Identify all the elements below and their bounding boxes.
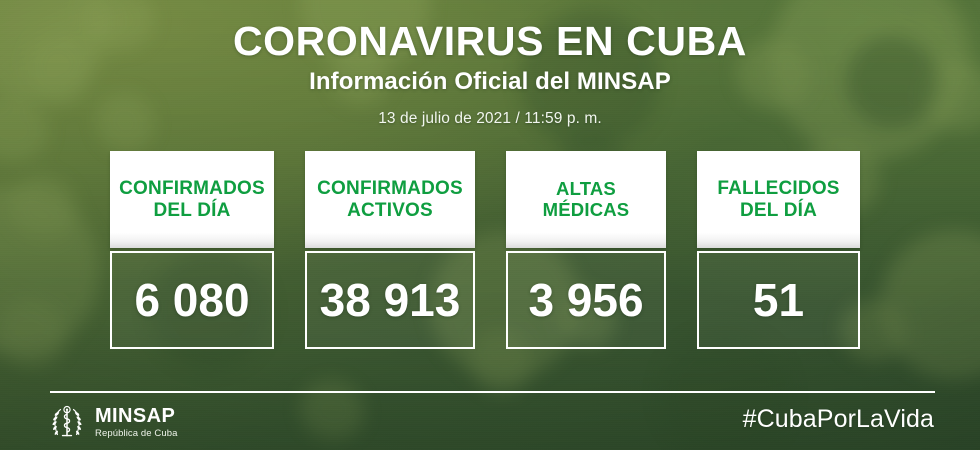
stat-card-header: FALLECIDOS DEL DÍA	[697, 151, 860, 248]
minsap-logo: MINSAP República de Cuba	[47, 402, 178, 442]
stat-card-fallecidos-del-dia: FALLECIDOS DEL DÍA 51	[697, 151, 860, 349]
stat-card-value: 6 080	[134, 274, 250, 326]
stat-card-value: 3 956	[528, 274, 644, 326]
stat-card-confirmados-activos: CONFIRMADOS ACTIVOS 38 913	[305, 151, 475, 349]
caduceus-laurel-wreath-icon	[52, 405, 82, 437]
page-subtitle: Información Oficial del MINSAP	[309, 68, 671, 96]
stat-card-label: CONFIRMADOS DEL DÍA	[119, 178, 265, 221]
minsap-logo-text: MINSAP República de Cuba	[95, 406, 178, 439]
stat-card-label: CONFIRMADOS ACTIVOS	[317, 178, 463, 221]
statistics-cards: CONFIRMADOS DEL DÍA 6 080 CONFIRMADOS AC…	[110, 151, 860, 349]
stat-card-confirmados-del-dia: CONFIRMADOS DEL DÍA 6 080	[110, 151, 274, 349]
stat-card-header: CONFIRMADOS DEL DÍA	[110, 151, 274, 248]
stat-card-label: FALLECIDOS DEL DÍA	[717, 178, 840, 221]
minsap-logo-subtitle: República de Cuba	[95, 427, 178, 439]
stat-card-value-box: 38 913	[305, 251, 475, 349]
page-title: CORONAVIRUS EN CUBA	[232, 18, 748, 64]
header: CORONAVIRUS EN CUBA Información Oficial …	[0, 0, 980, 128]
stat-card-value: 51	[752, 274, 805, 326]
stat-card-value: 38 913	[319, 274, 461, 326]
stat-card-value-box: 6 080	[110, 251, 274, 349]
stat-card-header: CONFIRMADOS ACTIVOS	[305, 151, 475, 248]
footer-divider	[50, 391, 935, 393]
stat-card-value-box: 51	[697, 251, 860, 349]
stat-card-header: ALTAS MÉDICAS	[506, 151, 666, 248]
campaign-hashtag: #CubaPorLaVida	[742, 405, 934, 433]
minsap-logo-name: MINSAP	[95, 404, 176, 427]
report-timestamp: 13 de julio de 2021 / 11:59 p. m.	[378, 110, 602, 128]
stat-card-altas-medicas: ALTAS MÉDICAS 3 956	[506, 151, 666, 349]
stat-card-value-box: 3 956	[506, 251, 666, 349]
stat-card-label: ALTAS MÉDICAS	[542, 177, 630, 220]
